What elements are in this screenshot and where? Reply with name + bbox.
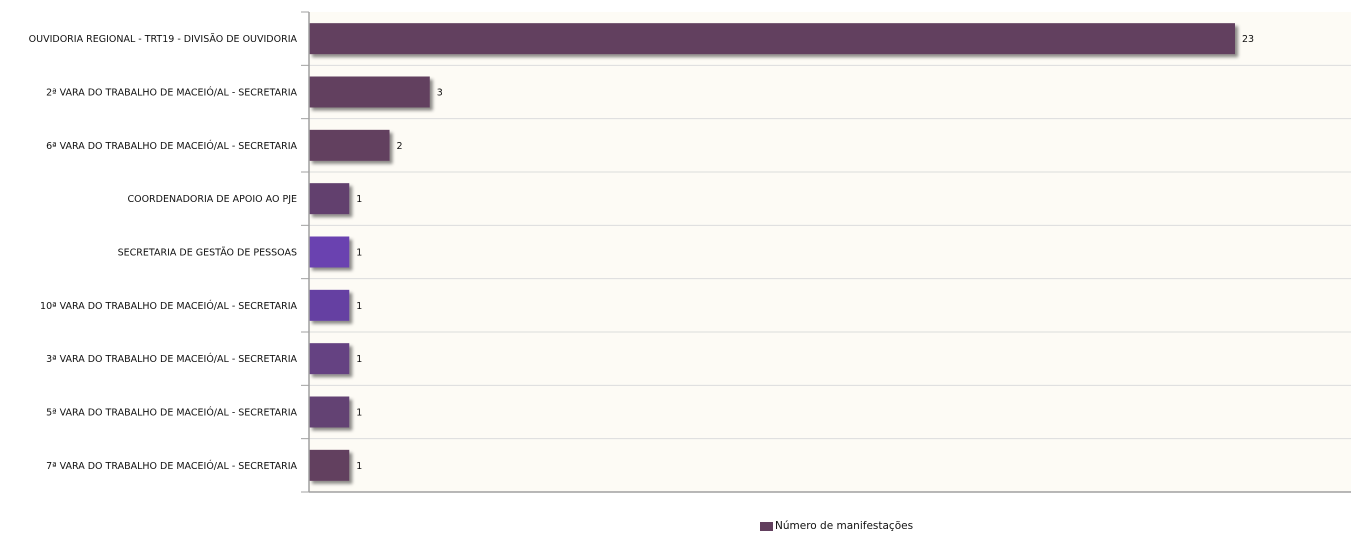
- legend: Número de manifestações: [760, 520, 913, 532]
- value-label: 1: [356, 461, 362, 472]
- category-label: SECRETARIA DE GESTÃO DE PESSOAS: [118, 248, 297, 259]
- bar[interactable]: [309, 396, 350, 428]
- bar[interactable]: [309, 183, 350, 215]
- gridlines: [309, 64, 1351, 440]
- value-label: 2: [397, 141, 403, 152]
- bar[interactable]: [309, 343, 350, 375]
- bar[interactable]: [309, 76, 430, 108]
- value-label: 3: [437, 88, 443, 99]
- bar[interactable]: [309, 23, 1235, 55]
- value-label: 1: [356, 408, 362, 419]
- bar[interactable]: [309, 289, 350, 321]
- value-labels: 23 3 2 1 1 1 1 1 1: [356, 34, 1254, 472]
- value-label: 23: [1242, 34, 1254, 45]
- bar[interactable]: [309, 236, 350, 268]
- axis-ticks: [301, 11, 309, 493]
- bar[interactable]: [309, 449, 350, 481]
- value-label: 1: [356, 248, 362, 259]
- value-label: 1: [356, 354, 362, 365]
- legend-swatch: [760, 521, 773, 531]
- bar[interactable]: [309, 129, 390, 161]
- category-labels: OUVIDORIA REGIONAL - TRT19 - DIVISÃO DE …: [29, 34, 298, 472]
- category-label: 3ª VARA DO TRABALHO DE MACEIÓ/AL - SECRE…: [46, 353, 297, 365]
- plot-area: [309, 12, 1351, 492]
- bar-series: [309, 23, 1235, 481]
- category-label: COORDENADORIA DE APOIO AO PJE: [127, 194, 297, 205]
- category-label: 7ª VARA DO TRABALHO DE MACEIÓ/AL - SECRE…: [46, 460, 297, 472]
- value-label: 1: [356, 194, 362, 205]
- legend-label: Número de manifestações: [775, 520, 914, 532]
- category-label: 10ª VARA DO TRABALHO DE MACEIÓ/AL - SECR…: [40, 300, 297, 312]
- category-label: 6ª VARA DO TRABALHO DE MACEIÓ/AL - SECRE…: [46, 140, 297, 152]
- category-label: 5ª VARA DO TRABALHO DE MACEIÓ/AL - SECRE…: [46, 407, 297, 419]
- category-label: 2ª VARA DO TRABALHO DE MACEIÓ/AL - SECRE…: [46, 87, 297, 99]
- value-label: 1: [356, 301, 362, 312]
- category-label: OUVIDORIA REGIONAL - TRT19 - DIVISÃO DE …: [29, 34, 298, 45]
